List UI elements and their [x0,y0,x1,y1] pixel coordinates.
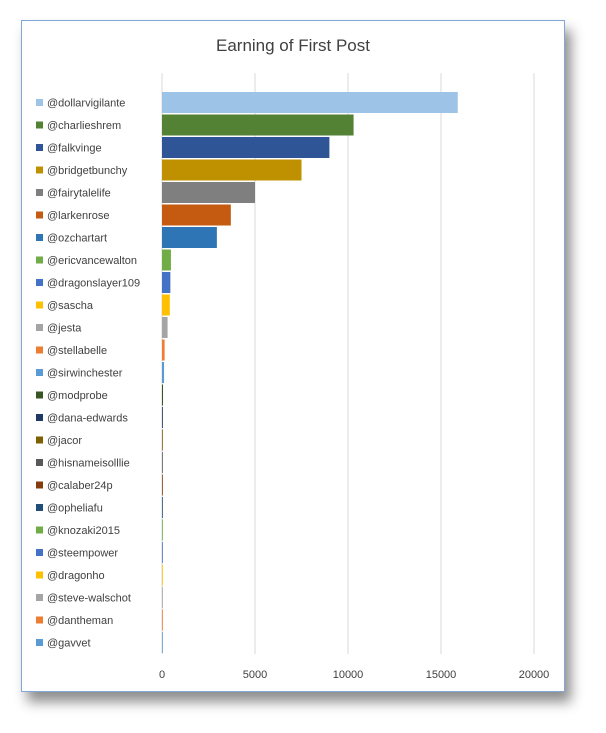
legend-label: @ericvancewalton [47,255,137,267]
legend-swatch [36,144,43,151]
legend-swatch [36,234,43,241]
legend-label: @dragonslayer109 [47,278,140,290]
x-tick-label: 10000 [333,669,364,681]
x-tick-label: 15000 [426,669,457,681]
legend-label: @gavvet [47,638,91,650]
bar [162,182,255,203]
legend-label: @dollarvigilante [47,98,125,110]
legend-swatch [36,616,43,624]
legend-swatch [36,346,43,354]
legend-label: @jacor [47,435,82,447]
bar [162,632,163,653]
legend-label: @calaber24p [47,480,113,492]
legend-swatch [36,121,43,129]
bar [162,609,163,631]
legend-label: @dragonho [47,570,105,582]
bar [162,474,163,496]
bar-layer [162,92,458,653]
legend-label: @dantheman [47,615,113,627]
legend-label: @hisnameisolllie [47,458,130,470]
bar [162,519,163,541]
legend-swatch [36,526,43,534]
bar [162,272,171,293]
bar [162,317,168,338]
legend-label: @jesta [47,323,82,335]
bar [162,452,163,473]
legend-label: @knozaki2015 [47,525,120,537]
legend-swatch [36,549,43,556]
legend-swatch [36,571,43,579]
legend-swatch [36,391,43,399]
legend-swatch [36,256,43,264]
bar [162,542,163,563]
bar [162,384,164,406]
x-tick-label: 0 [159,669,165,681]
legend-swatch [36,369,43,376]
legend-label: @fairytalelife [47,188,111,200]
legend-label: @steve-walschot [47,593,131,605]
bar [162,249,171,271]
legend-swatch [36,99,43,106]
legend-swatch [36,639,43,646]
bar [162,339,165,361]
legend-label: @modprobe [47,390,108,402]
legend-label: @bridgetbunchy [47,165,128,177]
bar [162,497,163,518]
bar [162,92,458,113]
legend-swatch [36,189,43,196]
legend-swatch [36,594,43,601]
bar [162,564,163,586]
bar [162,362,165,383]
bar [162,407,163,428]
legend-label: @larkenrose [47,210,110,222]
legend-swatch [36,166,43,174]
bar [162,114,354,136]
legend-swatch [36,504,43,511]
x-axis-ticks: 0 5000 10000 15000 20000 [159,669,549,681]
legend-swatch [36,459,43,466]
chart-title: Earning of First Post [216,36,370,55]
chart-svg: Earning of First Post 0 5000 10000 15000 200… [36,36,549,681]
legend-label: @sascha [47,300,94,312]
legend-label: @stellabelle [47,345,107,357]
legend-label: @charlieshrem [47,120,121,132]
legend-swatch [36,211,43,219]
legend-swatch [36,279,43,286]
legend-label: @sirwinchester [47,368,123,380]
legend-label: @opheliafu [47,503,103,515]
bar [162,204,231,226]
bar [162,294,170,316]
legend-swatch [36,481,43,489]
bar [162,159,302,181]
bar [162,227,217,248]
bar [162,587,163,608]
legend-label: @steempower [47,548,118,560]
legend: @dollarvigilante @charlieshrem @falkvinge @… [36,98,140,650]
legend-label: @falkvinge [47,143,102,155]
legend-swatch [36,301,43,309]
bar [162,137,330,158]
legend-swatch [36,436,43,444]
legend-swatch [36,324,43,331]
x-tick-label: 5000 [243,669,267,681]
chart-frame: Earning of First Post 0 5000 10000 15000 200… [21,20,565,692]
legend-label: @dana-edwards [47,413,128,425]
legend-label: @ozchartart [47,233,107,245]
bar [162,429,163,451]
x-tick-label: 20000 [519,669,550,681]
legend-swatch [36,414,43,421]
